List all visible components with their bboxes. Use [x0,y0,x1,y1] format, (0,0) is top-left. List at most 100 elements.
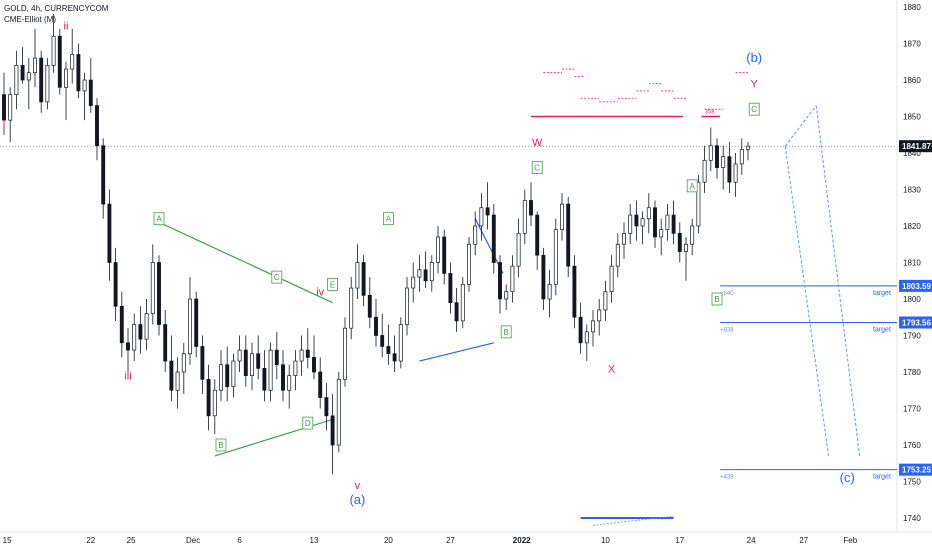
time-tick-label: 17 [675,536,684,545]
price-tag-label: 1793.56 [902,319,931,328]
time-tick-label: 6 [237,536,242,545]
wave-label: B [714,295,719,304]
projection-line-2 [815,105,861,457]
target-label: target [873,290,891,297]
wave-label: (c) [840,470,855,485]
candle-body [262,368,267,391]
candle-body [535,214,540,256]
candle-body [76,54,81,92]
candle-body [293,360,298,376]
candle-body [64,68,68,88]
price-tag-label: 1803.59 [902,282,931,291]
candle-body [460,284,465,322]
candle-body [361,262,366,296]
candle-body [250,353,254,376]
candle-body [82,79,87,92]
wave-label: A [156,215,162,224]
candle-body [157,262,161,325]
candle-body [101,145,106,205]
candle-body [702,159,707,183]
price-tag [899,140,932,153]
wave-label-box [748,102,760,116]
time-tick-label: 15 [3,536,12,545]
candle-body [14,65,19,95]
channel-lower-line [419,342,494,362]
candle-body [653,207,657,238]
candle-body [88,79,93,106]
grid-layer [0,0,932,533]
candle-body [696,181,701,227]
candle-body [584,331,589,344]
candle-body [485,207,490,216]
triangle-lower-line [214,418,333,457]
price-tick-label: 1790 [903,332,921,341]
price-tick-label: 1780 [903,368,921,377]
candle-body [57,35,62,88]
time-tick-label: 25 [127,536,136,545]
candle-body [281,364,285,391]
price-axis: 1880 1870 1860 1850 1840 1830 1820 1810 1800 1790… [899,3,932,523]
price-tick-label: 1850 [903,113,921,122]
candle-body [113,262,118,307]
candle-body [243,349,248,377]
candle-body [622,232,626,245]
candle-body [324,397,329,417]
target-label: target [873,327,891,334]
candle-body [739,149,744,165]
candle-body [188,298,192,355]
time-tick-label: 10 [601,536,610,545]
candle-body [20,65,25,81]
candle-body [677,232,682,252]
wave-label: iv [316,287,324,299]
time-tick-label: 2022 [513,536,531,545]
candle-body [640,218,645,227]
target-note: +838 [720,328,734,334]
wave-label: ii [64,20,69,32]
candle-body [175,371,180,391]
candle-body [541,254,546,300]
candle-body [560,203,564,231]
time-tick-label: 27 [799,536,808,545]
wave-label: iii [124,371,131,383]
target-note: +840 [720,291,734,297]
candle-body [305,349,310,358]
wave-label-box [327,277,339,291]
candle-body [591,320,595,333]
candle-body [169,360,174,391]
candle-body [51,35,56,66]
time-tick-label: 13 [310,536,319,545]
candle-body [429,262,434,282]
candle-body [119,305,124,344]
price-tag [899,316,932,329]
candle-body [2,94,6,121]
projection-line-1 [784,105,817,147]
wave-label-box [302,416,314,430]
target-label: target [873,474,891,481]
small-note: 358 [705,110,716,116]
candle-body [312,357,316,373]
price-tick-label: 1770 [903,405,921,414]
candle-body [553,229,558,285]
candle-body [225,364,230,387]
price-tag [899,279,932,292]
candle-body [70,54,75,70]
candle-body [206,378,211,417]
candle-body [746,145,750,150]
projection-line-3 [784,146,830,457]
wave-label: A [690,182,696,191]
candle-body [274,349,279,366]
symbol-title: GOLD, 4h, CURRENCYCOM [4,4,109,13]
price-tick-label: 1750 [903,478,921,487]
candle-body [405,287,409,325]
candle-body [473,225,478,245]
price-tick-label: 1860 [903,76,921,85]
wave-label-box [271,270,283,284]
candle-body [268,349,273,391]
candle-body [181,353,186,373]
wave-label-box [531,161,543,175]
candle-body [26,72,31,81]
price-tick-label: 1800 [903,295,921,304]
candle-body [330,415,335,446]
